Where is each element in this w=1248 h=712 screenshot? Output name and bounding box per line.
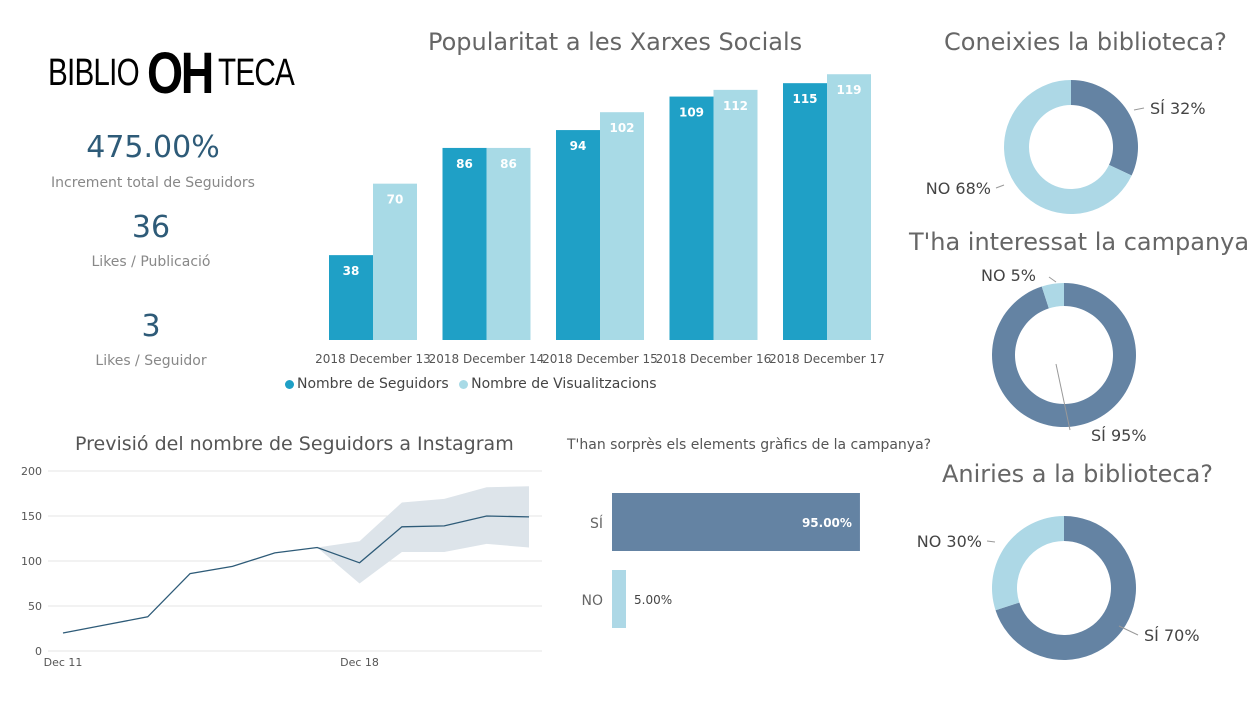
donut-leader-line [1118,625,1139,636]
logo: BIBLIO OH TECA [48,40,315,107]
kpi-label-increment: Increment total de Seguidors [51,175,255,191]
y-tick-label: 50 [28,600,42,613]
bar-data-label: 86 [500,157,517,171]
bar-data-label: 38 [343,264,360,278]
x-tick-label: 2018 December 14 [429,352,545,366]
donut-slice-1 [1004,80,1132,214]
hbar-0 [612,493,860,551]
bar-followers-4 [783,83,827,341]
x-tick-label: 2018 December 17 [769,352,885,366]
legend-swatch-views [459,379,469,389]
popularity-bar-chart: 38 70 2018 December 13 86 86 2018 December 14… [315,74,885,366]
logo-part1: BIBLIO [48,52,140,94]
donut3-title: Aniries a la biblioteca? [942,460,1214,488]
donut-slice-label: NO 30% [917,532,982,551]
donut-slice-label: SÍ 32% [1150,99,1206,118]
bar-followers-2 [556,130,600,340]
logo-part3: TECA [217,52,295,94]
forecast-series-line [62,515,530,634]
bar-views-0 [373,183,417,340]
x-tick-label: 2018 December 13 [315,352,431,366]
bar-followers-3 [669,96,714,340]
bar-views-3 [713,89,758,340]
bar-data-label: 115 [792,92,817,106]
popularity-legend: Nombre de Seguidors Nombre de Visualitza… [285,376,657,392]
x-tick-label: Dec 11 [44,656,83,669]
hbar-category-label: SÍ [590,515,603,532]
legend-label-followers: Nombre de Seguidors [297,376,449,392]
bar-data-label: 102 [609,121,634,135]
graphics-chart-title: T'han sorprès els elements gràfics de la… [567,437,932,453]
donut-leader-line [986,540,996,543]
bar-data-label: 119 [836,83,861,97]
forecast-line-chart: 0 50 100 150 200 Dec 11 Dec 18 [21,465,542,669]
hbar-1 [612,570,626,628]
y-tick-label: 200 [21,465,42,478]
legend-swatch-followers [285,379,294,389]
popularity-chart-title: Popularitat a les Xarxes Socials [428,28,803,56]
x-tick-label: 2018 December 16 [656,352,772,366]
bar-followers-0 [329,255,373,340]
donut-slice-label: SÍ 70% [1144,626,1200,645]
bar-data-label: 109 [679,106,704,120]
bar-data-label: 94 [570,139,587,153]
legend-label-views: Nombre de Visualitzacions [471,376,657,392]
donut2-title: T'ha interessat la campanya? [909,228,1248,256]
donut-knew-library: SÍ 32% NO 68% [926,80,1206,214]
hbar-data-label: 95.00% [802,516,852,530]
hbar-category-label: NO [582,593,604,609]
x-tick-label: Dec 18 [340,656,379,669]
y-tick-label: 100 [21,555,42,568]
bar-data-label: 86 [456,157,473,171]
donut-slice-label: NO 5% [981,266,1036,285]
donut-slice-label: NO 68% [926,179,991,198]
bar-data-label: 70 [387,193,404,207]
hbar-data-label: 5.00% [634,593,672,607]
donut1-title: Coneixies la biblioteca? [944,28,1227,56]
donut-would-visit: SÍ 70% NO 30% [917,516,1200,660]
donut-slice-1 [1041,283,1064,309]
bar-data-label: 112 [723,99,748,113]
forecast-chart-title: Previsió del nombre de Seguidors a Insta… [75,433,514,455]
x-tick-label: 2018 December 15 [542,352,658,366]
bar-views-4 [827,74,871,340]
forecast-confidence-band [317,486,529,584]
bar-views-2 [600,112,644,340]
kpi-value-increment: 475.00% [86,130,220,165]
kpi-label-likes-per-follower: Likes / Seguidor [95,353,207,369]
kpi-label-likes-per-post: Likes / Publicació [91,254,211,270]
donut-slice-0 [992,283,1136,427]
kpi-value-likes-per-follower: 3 [141,309,161,344]
kpi-value-likes-per-post: 36 [131,210,171,245]
donut-slice-label: SÍ 95% [1091,426,1147,445]
bar-followers-1 [442,147,487,340]
graphics-hbar-chart: SÍ 95.00% NO 5.00% [582,493,860,628]
donut-slice-0 [995,516,1136,660]
y-tick-label: 150 [21,510,42,523]
donut-leader-line [1048,276,1057,283]
logo-part2: OH [146,41,214,106]
bar-views-1 [486,147,531,340]
donut-leader-line [995,184,1005,189]
donut-slice-1 [992,516,1064,611]
donut-slice-0 [1071,80,1138,176]
y-tick-label: 0 [35,645,42,658]
donut-leader-line [1133,107,1145,111]
donut-campaign-interest: SÍ 95% NO 5% [981,266,1147,445]
donut-leader-line [1055,363,1071,431]
